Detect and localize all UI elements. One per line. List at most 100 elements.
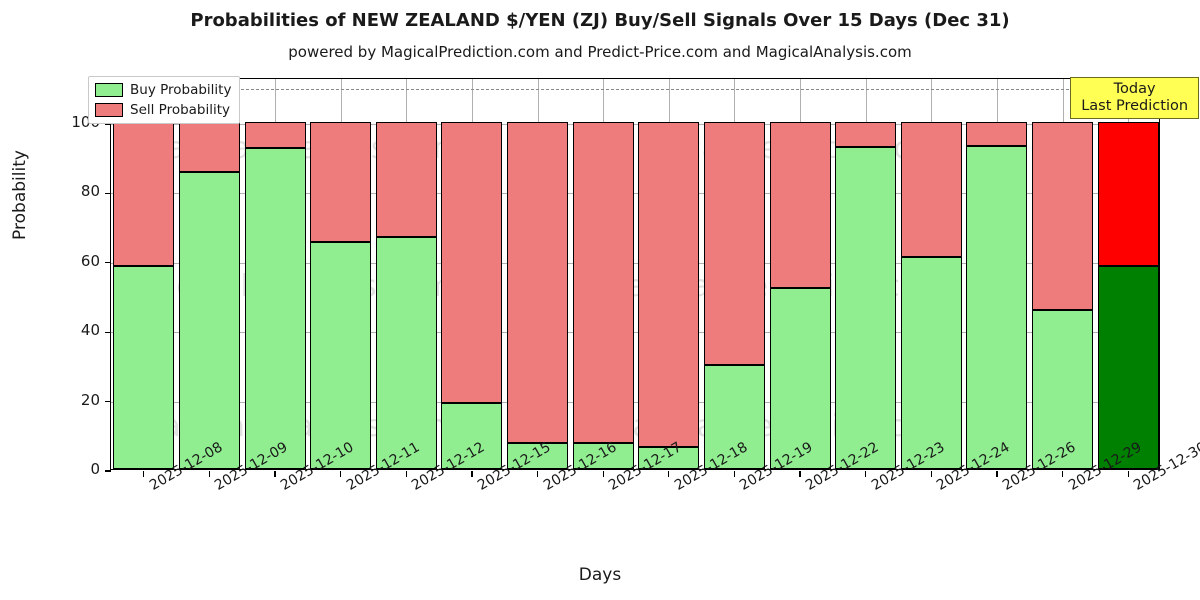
x-axis-tick-label: 2025-12-24 xyxy=(934,439,1012,494)
bar-segment-buy[interactable] xyxy=(178,172,240,469)
legend-item[interactable]: Buy Probability xyxy=(95,82,231,98)
bar-segment-buy[interactable] xyxy=(310,242,372,469)
bar-segment-sell[interactable] xyxy=(1097,122,1159,267)
x-axis-tick-label: 2025-12-12 xyxy=(409,439,487,494)
bar-group[interactable] xyxy=(113,79,175,469)
bar-segment-sell[interactable] xyxy=(375,122,437,237)
bar-segment-buy[interactable] xyxy=(966,145,1028,469)
today-annotation: Today Last Prediction xyxy=(1070,77,1200,120)
bar-group[interactable] xyxy=(244,79,306,469)
bar-group[interactable] xyxy=(638,79,700,469)
x-axis-tick xyxy=(996,471,998,477)
legend-label: Buy Probability xyxy=(130,82,232,98)
bar-segment-sell[interactable] xyxy=(178,122,240,173)
y-axis-tick xyxy=(105,470,111,472)
x-axis-tick-label: 2025-12-11 xyxy=(344,439,422,494)
y-axis-tick xyxy=(105,192,111,195)
y-axis-tick-label: 60 xyxy=(80,251,100,270)
x-axis-tick-label: 2025-12-09 xyxy=(212,439,290,494)
x-axis-tick xyxy=(733,471,736,477)
bar-group[interactable] xyxy=(375,79,437,469)
x-axis-tick-label: 2025-12-08 xyxy=(147,439,225,494)
plot-inner: MagicalAnalysis.comMagicalPrediction.com… xyxy=(111,79,1159,469)
y-axis-tick xyxy=(105,401,111,403)
bar-segment-buy[interactable] xyxy=(441,403,503,469)
bar-segment-buy[interactable] xyxy=(900,257,962,469)
today-annotation-line2: Last Prediction xyxy=(1081,97,1189,114)
bar-group[interactable] xyxy=(572,79,634,469)
bar-segment-sell[interactable] xyxy=(703,122,765,365)
bar-group[interactable] xyxy=(310,79,372,469)
bar-segment-buy[interactable] xyxy=(244,148,306,469)
x-axis-tick-label: 2025-12-16 xyxy=(541,439,619,494)
bar-group[interactable] xyxy=(703,79,765,469)
y-axis-tick-label: 20 xyxy=(80,390,100,409)
x-axis-tick xyxy=(602,471,604,477)
legend-label: Sell Probability xyxy=(130,102,231,118)
bar-segment-buy[interactable] xyxy=(769,287,831,469)
x-axis-tick xyxy=(536,471,539,477)
bar-segment-sell[interactable] xyxy=(310,122,372,243)
x-axis-tick-label: 2025-12-15 xyxy=(475,439,553,494)
bar-segment-buy[interactable] xyxy=(572,442,634,469)
x-axis-tick xyxy=(471,471,473,477)
legend-swatch-icon xyxy=(95,83,123,97)
chart-legend[interactable]: Buy Probability Sell Probability xyxy=(88,76,241,124)
x-axis-tick xyxy=(930,471,932,477)
bar-group[interactable] xyxy=(835,79,897,469)
bar-group[interactable] xyxy=(507,79,569,469)
bar-segment-sell[interactable] xyxy=(638,122,700,448)
x-axis-title: Days xyxy=(578,565,622,585)
bar-segment-buy[interactable] xyxy=(1032,310,1094,469)
legend-swatch-icon xyxy=(95,103,123,117)
bar-segment-buy[interactable] xyxy=(835,147,897,469)
today-annotation-line1: Today xyxy=(1113,81,1156,97)
bar-segment-buy[interactable] xyxy=(703,364,765,469)
bar-group[interactable] xyxy=(900,79,962,469)
bar-group[interactable] xyxy=(1032,79,1094,469)
bar-segment-buy[interactable] xyxy=(638,447,700,469)
y-axis-tick-label: 0 xyxy=(90,460,100,478)
bar-segment-buy[interactable] xyxy=(507,442,569,469)
bar-segment-buy[interactable] xyxy=(1097,266,1159,469)
x-axis-tick-label: 2025-12-19 xyxy=(737,439,815,494)
x-axis-tick xyxy=(274,471,276,477)
bar-segment-sell[interactable] xyxy=(769,122,831,288)
y-axis-tick xyxy=(105,331,111,333)
bar-group[interactable] xyxy=(769,79,831,469)
bar-segment-sell[interactable] xyxy=(900,122,962,258)
bar-segment-buy[interactable] xyxy=(113,266,175,469)
x-axis-tick-label: 2025-12-30 xyxy=(1131,439,1200,494)
x-axis-tick xyxy=(208,471,211,477)
bar-segment-sell[interactable] xyxy=(835,122,897,148)
bar-group[interactable] xyxy=(178,79,240,469)
gridline-horizontal xyxy=(111,401,1159,403)
bar-segment-sell[interactable] xyxy=(1032,122,1094,311)
y-axis-title: Probability xyxy=(10,150,30,240)
chart-subtitle: powered by MagicalPrediction.com and Pre… xyxy=(288,43,912,61)
x-axis-tick-label: 2025-12-17 xyxy=(606,439,684,494)
gridline-horizontal xyxy=(111,332,1159,334)
bar-segment-sell[interactable] xyxy=(507,122,569,443)
legend-item[interactable]: Sell Probability xyxy=(95,102,231,118)
x-axis-tick xyxy=(405,471,407,477)
gridline-horizontal xyxy=(111,262,1159,264)
reference-line xyxy=(111,89,1159,91)
bar-segment-sell[interactable] xyxy=(113,122,175,267)
bar-segment-sell[interactable] xyxy=(441,122,503,404)
bar-group[interactable] xyxy=(441,79,503,469)
bar-group[interactable] xyxy=(966,79,1028,469)
bar-group[interactable] xyxy=(1097,79,1159,469)
x-axis-tick-label: 2025-12-23 xyxy=(869,439,947,494)
gridline-horizontal xyxy=(111,193,1159,195)
bar-segment-sell[interactable] xyxy=(572,122,634,443)
x-axis-tick xyxy=(340,471,342,477)
bar-segment-sell[interactable] xyxy=(244,122,306,149)
x-axis-tick-label: 2025-12-10 xyxy=(278,439,356,494)
bar-segment-sell[interactable] xyxy=(966,122,1028,146)
x-axis-tick-label: 2025-12-18 xyxy=(672,439,750,494)
bar-segment-buy[interactable] xyxy=(375,236,437,469)
x-axis-tick xyxy=(668,471,670,477)
x-axis-tick xyxy=(1127,471,1129,477)
